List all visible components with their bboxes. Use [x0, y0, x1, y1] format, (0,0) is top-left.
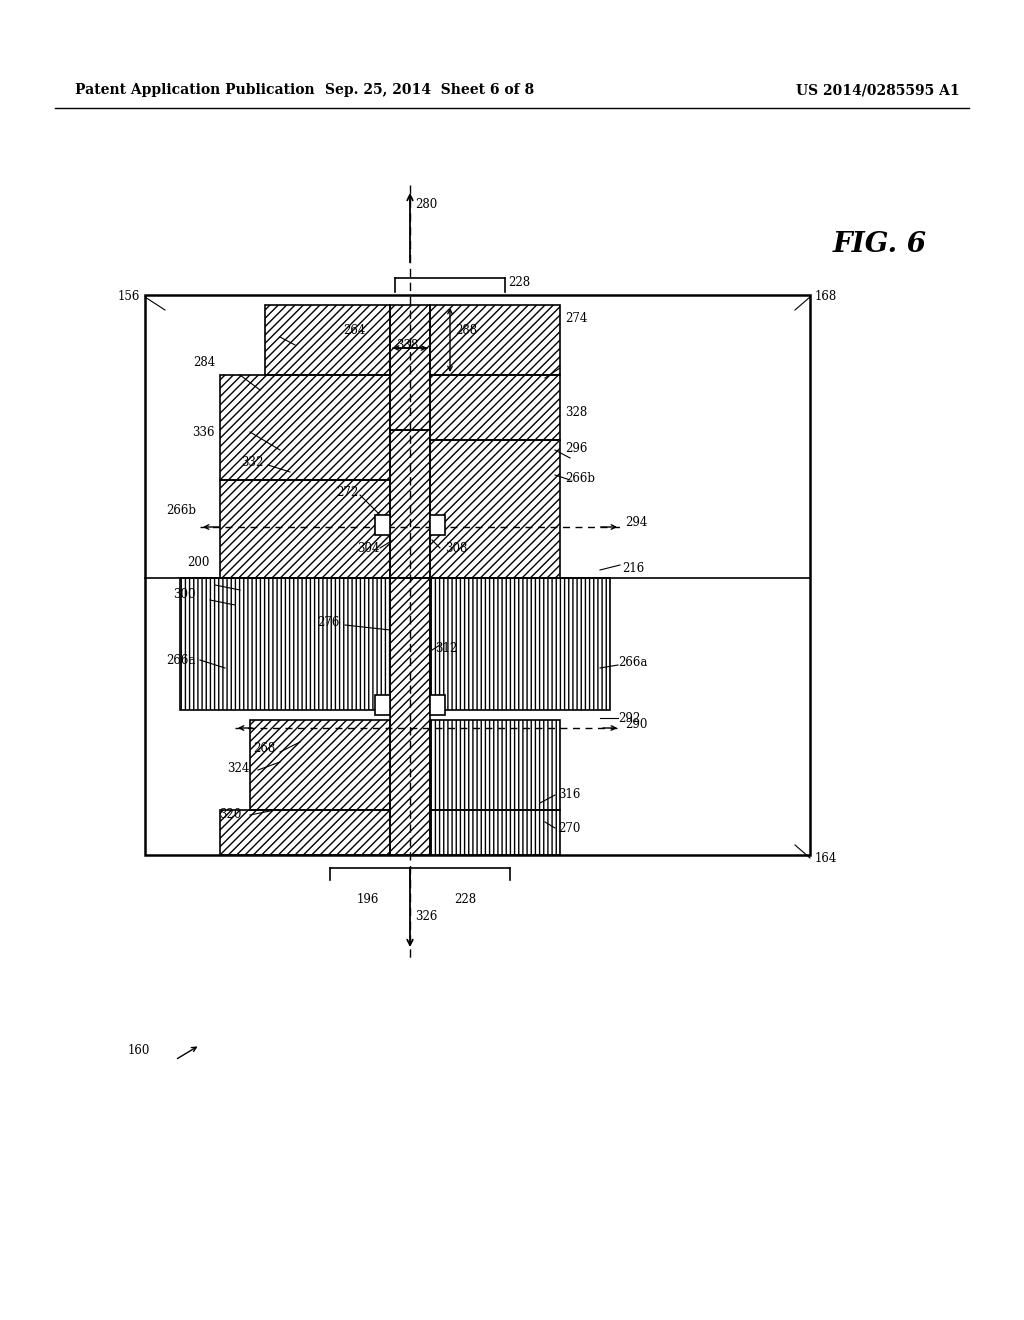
Bar	[220, 375, 390, 480]
Text: Sep. 25, 2014  Sheet 6 of 8: Sep. 25, 2014 Sheet 6 of 8	[326, 83, 535, 96]
Text: Patent Application Publication: Patent Application Publication	[75, 83, 314, 96]
Text: 266b: 266b	[166, 503, 196, 516]
Text: US 2014/0285595 A1: US 2014/0285595 A1	[797, 83, 961, 96]
Text: 320: 320	[219, 808, 242, 821]
Text: 156: 156	[118, 290, 140, 304]
Text: 288: 288	[455, 323, 477, 337]
Bar	[430, 305, 560, 375]
Text: 164: 164	[815, 851, 838, 865]
Text: 324: 324	[227, 762, 250, 775]
Text: 328: 328	[565, 405, 587, 418]
Bar	[220, 480, 390, 578]
Bar	[430, 810, 560, 855]
Text: 338: 338	[396, 339, 418, 352]
Bar	[430, 515, 445, 535]
Text: 268: 268	[253, 742, 275, 755]
Text: 266a: 266a	[618, 656, 647, 668]
Text: 272: 272	[336, 487, 358, 499]
Text: 336: 336	[193, 425, 215, 438]
Text: 216: 216	[622, 561, 644, 574]
Text: 300: 300	[173, 589, 196, 602]
Text: FIG. 6: FIG. 6	[833, 231, 927, 259]
Text: 276: 276	[317, 615, 340, 628]
Text: 160: 160	[128, 1044, 151, 1056]
Text: 296: 296	[565, 441, 588, 454]
Bar	[430, 696, 445, 715]
Bar	[430, 440, 560, 578]
Bar	[430, 375, 560, 440]
Bar	[180, 578, 390, 710]
Bar	[390, 430, 430, 578]
Bar	[375, 696, 390, 715]
Text: 326: 326	[415, 909, 437, 923]
Bar	[265, 305, 390, 375]
Text: 284: 284	[193, 355, 215, 368]
Text: 200: 200	[187, 557, 210, 569]
Text: 332: 332	[241, 455, 263, 469]
Bar	[390, 578, 430, 855]
Bar	[145, 294, 810, 855]
Text: 228: 228	[454, 894, 476, 906]
Text: 266a: 266a	[167, 653, 196, 667]
Text: 266b: 266b	[565, 471, 595, 484]
Text: 228: 228	[508, 276, 530, 289]
Text: 316: 316	[558, 788, 581, 801]
Text: 292: 292	[618, 711, 640, 725]
Bar	[250, 719, 390, 810]
Text: 312: 312	[435, 642, 458, 655]
Text: 274: 274	[565, 312, 588, 325]
Text: 290: 290	[625, 718, 647, 730]
Text: 304: 304	[357, 541, 380, 554]
Bar	[430, 719, 560, 810]
Text: 294: 294	[625, 516, 647, 528]
Text: 264: 264	[343, 323, 366, 337]
Text: 270: 270	[558, 821, 581, 834]
Bar	[430, 578, 610, 710]
Bar	[390, 305, 430, 430]
Text: 168: 168	[815, 290, 838, 304]
Text: 196: 196	[356, 894, 379, 906]
Text: 308: 308	[445, 541, 467, 554]
Bar	[375, 515, 390, 535]
Text: 280: 280	[415, 198, 437, 211]
Bar	[220, 810, 390, 855]
